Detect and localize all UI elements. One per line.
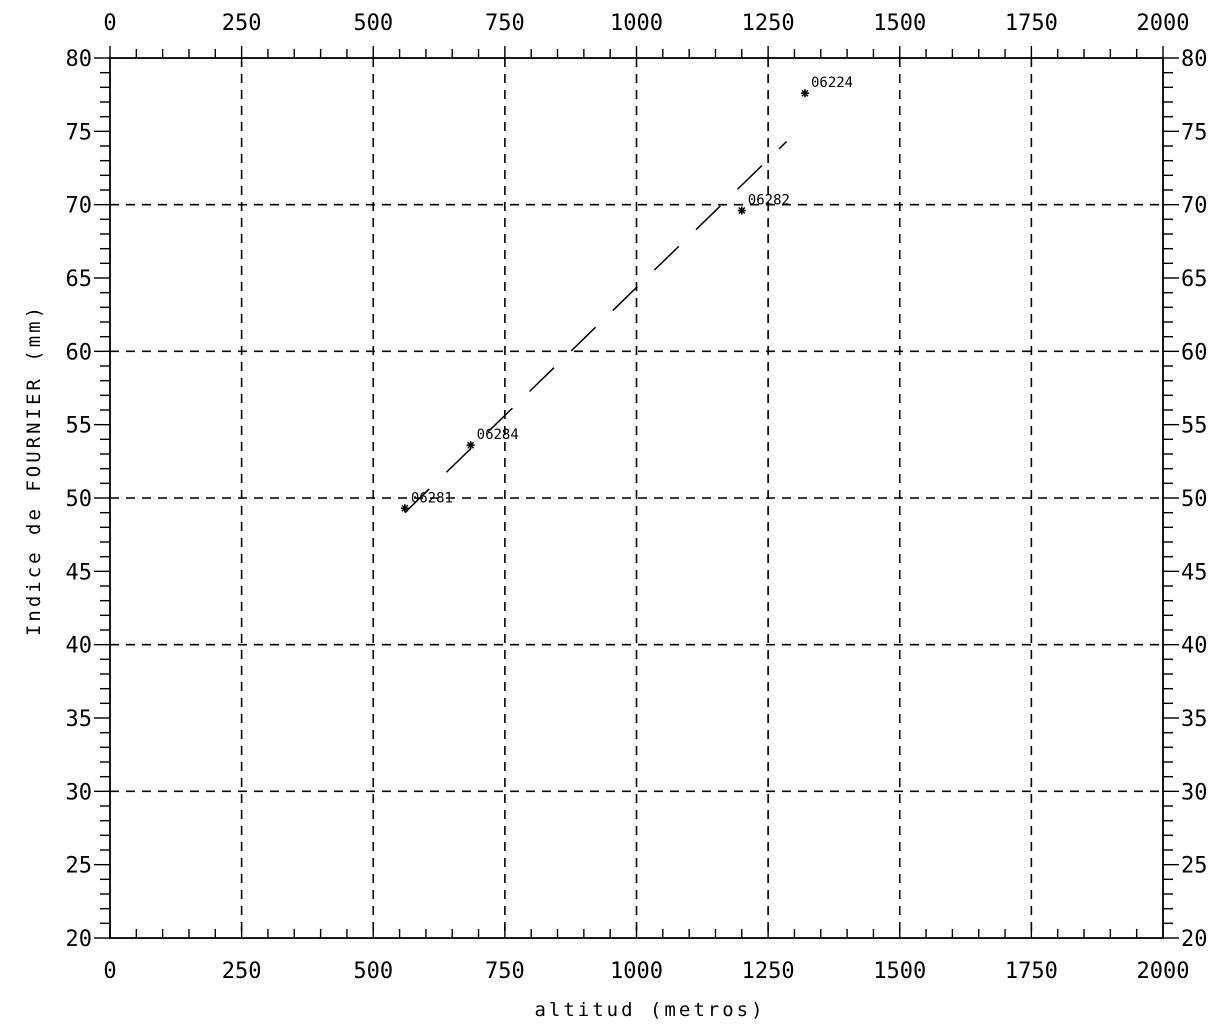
y-tick-label-right: 20 <box>1181 927 1208 952</box>
x-tick-label-top: 500 <box>353 11 393 36</box>
y-tick-label-left: 30 <box>66 780 93 805</box>
y-tick-label-left: 20 <box>66 927 93 952</box>
x-tick-label-bottom: 1750 <box>1005 959 1058 984</box>
trend-line-group <box>404 141 788 514</box>
trend-line <box>404 141 788 514</box>
y-tick-label-left: 45 <box>66 560 93 585</box>
data-point: 06282 <box>737 193 790 215</box>
point-marker <box>467 441 475 449</box>
y-tick-label-right: 25 <box>1181 854 1208 879</box>
y-tick-label-left: 40 <box>66 634 93 659</box>
y-tick-label-left: 35 <box>66 707 93 732</box>
y-tick-label-right: 70 <box>1181 194 1208 219</box>
y-tick-label-right: 40 <box>1181 634 1208 659</box>
x-tick-label-top: 250 <box>222 11 262 36</box>
data-points: 06281 06284 06282 06224 <box>400 75 853 513</box>
y-tick-label-right: 30 <box>1181 780 1208 805</box>
point-label: 06282 <box>748 193 790 209</box>
y-tick-label-right: 50 <box>1181 487 1208 512</box>
x-tick-label-bottom: 1500 <box>873 959 926 984</box>
y-tick-label-left: 25 <box>66 854 93 879</box>
point-label: 06284 <box>477 427 519 443</box>
y-tick-label-right: 80 <box>1181 47 1208 72</box>
x-tick-label-top: 2000 <box>1137 11 1190 36</box>
x-tick-label-bottom: 500 <box>353 959 393 984</box>
x-tick-label-top: 0 <box>103 11 116 36</box>
x-tick-label-bottom: 2000 <box>1137 959 1190 984</box>
y-tick-label-left: 65 <box>66 267 93 292</box>
y-tick-label-left: 50 <box>66 487 93 512</box>
x-tick-label-bottom: 1000 <box>610 959 663 984</box>
y-tick-label-left: 80 <box>66 47 93 72</box>
data-point: 06281 <box>400 490 453 513</box>
data-point: 06224 <box>800 75 853 98</box>
x-tick-label-top: 1750 <box>1005 11 1058 36</box>
point-label: 06224 <box>811 75 853 91</box>
x-tick-label-bottom: 1250 <box>742 959 795 984</box>
grid-lines <box>110 58 1163 938</box>
point-marker <box>401 504 409 512</box>
x-tick-label-top: 1500 <box>873 11 926 36</box>
point-label: 06281 <box>411 490 453 506</box>
x-tick-label-bottom: 750 <box>485 959 525 984</box>
x-tick-label-bottom: 250 <box>222 959 262 984</box>
y-tick-label-left: 55 <box>66 414 93 439</box>
y-tick-label-left: 60 <box>66 340 93 365</box>
x-tick-label-bottom: 0 <box>103 959 116 984</box>
y-tick-label-right: 45 <box>1181 560 1208 585</box>
y-tick-label-right: 65 <box>1181 267 1208 292</box>
x-tick-label-top: 750 <box>485 11 525 36</box>
y-tick-label-right: 75 <box>1181 120 1208 145</box>
y-tick-label-right: 55 <box>1181 414 1208 439</box>
y-tick-label-left: 75 <box>66 120 93 145</box>
y-tick-label-right: 35 <box>1181 707 1208 732</box>
y-tick-label-left: 70 <box>66 194 93 219</box>
x-axis-title: altitud (metros) <box>534 999 765 1021</box>
axis-ticks: 0 0 250 250 500 500 750 750 1000 1000 1250 1250 1500… <box>66 11 1208 984</box>
y-tick-label-right: 60 <box>1181 340 1208 365</box>
x-tick-label-top: 1250 <box>742 11 795 36</box>
point-marker <box>801 89 809 97</box>
data-point: 06284 <box>466 427 519 450</box>
y-axis-title: Indice de FOURNIER (mm) <box>23 304 45 636</box>
x-tick-label-top: 1000 <box>610 11 663 36</box>
point-marker <box>738 207 746 215</box>
